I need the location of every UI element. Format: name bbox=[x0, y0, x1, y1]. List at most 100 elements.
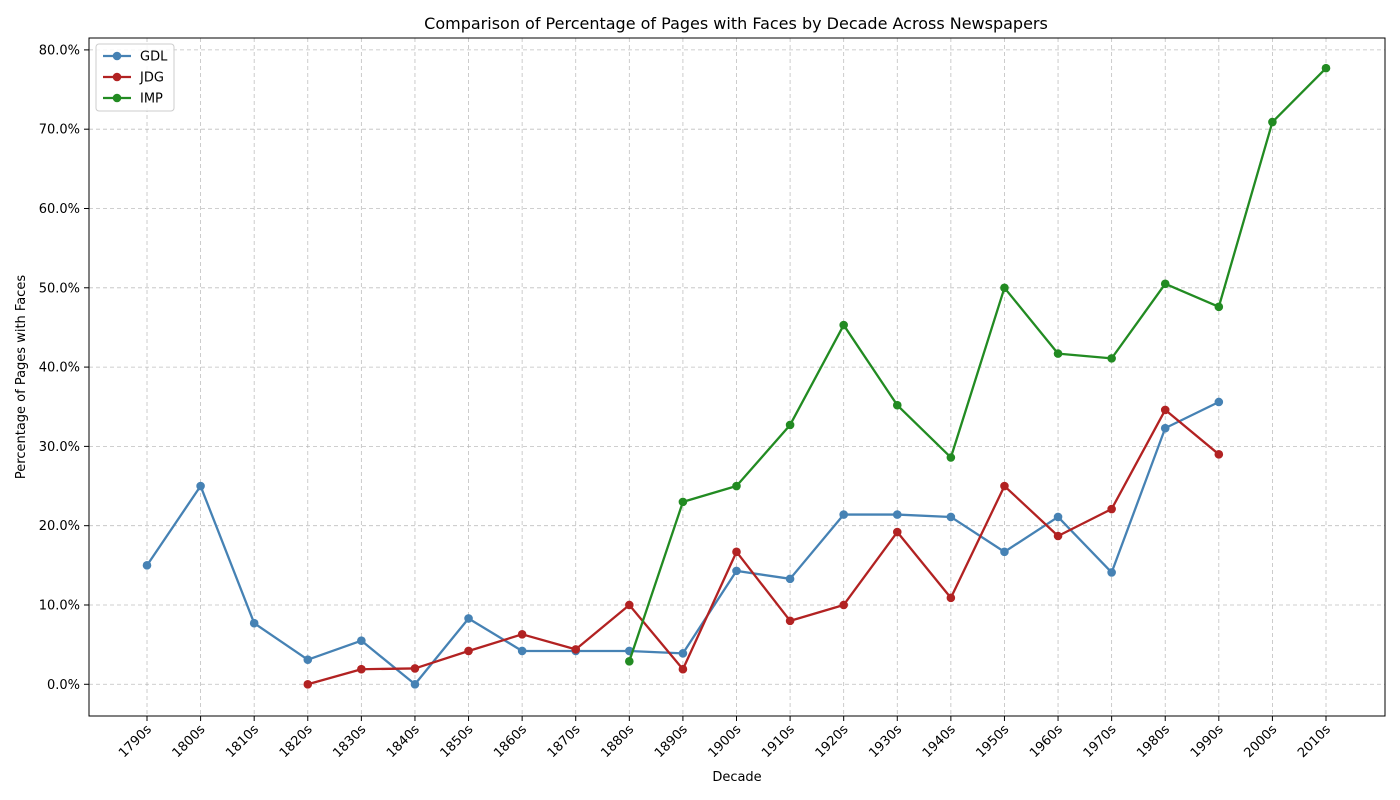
x-tick-label: 1800s bbox=[170, 722, 209, 761]
x-tick-label: 1960s bbox=[1027, 722, 1066, 761]
data-point-gdl bbox=[785, 574, 795, 584]
data-point-gdl bbox=[249, 618, 259, 628]
data-point-jdg bbox=[1214, 450, 1224, 459]
data-point-gdl bbox=[1107, 568, 1116, 577]
data-point-imp bbox=[625, 656, 634, 666]
data-point-gdl bbox=[303, 655, 313, 664]
data-point-gdl bbox=[517, 646, 527, 656]
data-point-gdl bbox=[892, 510, 902, 519]
data-point-imp bbox=[678, 497, 688, 507]
x-tick-label: 1830s bbox=[330, 722, 369, 761]
data-point-gdl bbox=[196, 481, 205, 491]
y-tick-label: 0.0% bbox=[47, 678, 80, 693]
data-point-gdl bbox=[839, 510, 848, 519]
series-lines bbox=[142, 63, 1331, 689]
legend: GDL JDG IMP bbox=[95, 43, 175, 112]
data-point-imp bbox=[946, 453, 956, 462]
y-tick-label: 30.0% bbox=[39, 440, 80, 455]
series-line-jdg bbox=[307, 408, 1220, 686]
y-tick-label: 80.0% bbox=[39, 43, 80, 58]
data-point-gdl bbox=[464, 614, 473, 623]
series-line-imp bbox=[628, 67, 1327, 662]
x-tick-label: 1930s bbox=[866, 722, 905, 761]
legend-marker bbox=[112, 93, 122, 103]
x-tick-label: 1810s bbox=[223, 722, 262, 761]
data-point-jdg bbox=[625, 600, 634, 610]
chart-title: Comparison of Percentage of Pages with F… bbox=[424, 14, 1048, 33]
data-point-gdl bbox=[732, 566, 741, 576]
data-point-imp bbox=[785, 420, 795, 430]
data-point-imp bbox=[1268, 117, 1277, 127]
data-point-gdl bbox=[946, 512, 956, 522]
x-tick-label: 1900s bbox=[706, 722, 745, 761]
x-axis-label: Decade bbox=[712, 770, 761, 785]
data-point-gdl bbox=[1000, 547, 1009, 557]
data-point-imp bbox=[1000, 283, 1009, 293]
data-point-jdg bbox=[357, 664, 366, 674]
data-point-gdl bbox=[1214, 397, 1224, 407]
series-imp bbox=[625, 63, 1331, 666]
data-point-jdg bbox=[303, 679, 313, 689]
x-tick-label: 1840s bbox=[384, 722, 423, 761]
data-point-gdl bbox=[678, 649, 688, 658]
y-tick-label: 50.0% bbox=[39, 281, 80, 296]
x-axis-ticks: 1790s 1800s 1810s 1820s 1830s 1840s 1850s 1860s… bbox=[116, 716, 1334, 761]
data-point-jdg bbox=[1000, 481, 1009, 491]
series-jdg bbox=[303, 405, 1224, 689]
data-point-gdl bbox=[142, 561, 152, 570]
grid bbox=[89, 38, 1385, 716]
data-point-gdl bbox=[1160, 423, 1170, 433]
x-tick-label: 1790s bbox=[116, 722, 155, 761]
legend-label: JDG bbox=[139, 71, 164, 86]
x-tick-label: 1910s bbox=[759, 722, 798, 761]
data-point-gdl bbox=[1053, 512, 1063, 522]
x-tick-label: 1970s bbox=[1081, 722, 1120, 761]
data-point-jdg bbox=[464, 646, 473, 656]
data-point-jdg bbox=[946, 593, 956, 603]
x-tick-label: 2000s bbox=[1241, 722, 1280, 761]
data-point-gdl bbox=[357, 636, 366, 645]
data-point-imp bbox=[1321, 63, 1331, 73]
data-point-imp bbox=[1053, 349, 1063, 358]
y-axis-label: Percentage of Pages with Faces bbox=[14, 275, 29, 479]
x-tick-label: 1920s bbox=[813, 722, 852, 761]
data-point-imp bbox=[732, 481, 741, 491]
legend-marker bbox=[112, 51, 122, 61]
data-point-jdg bbox=[785, 616, 795, 626]
data-point-jdg bbox=[1053, 531, 1063, 541]
y-tick-label: 40.0% bbox=[39, 361, 80, 376]
data-point-imp bbox=[1214, 302, 1224, 312]
x-tick-label: 1820s bbox=[277, 722, 316, 761]
x-tick-label: 1880s bbox=[598, 722, 637, 761]
data-point-jdg bbox=[1160, 405, 1170, 415]
x-tick-label: 1950s bbox=[973, 722, 1012, 761]
data-point-jdg bbox=[678, 664, 688, 674]
x-tick-label: 1870s bbox=[545, 722, 584, 761]
data-point-jdg bbox=[839, 600, 848, 610]
x-tick-label: 1940s bbox=[920, 722, 959, 761]
data-point-jdg bbox=[732, 547, 741, 557]
x-tick-label: 2010s bbox=[1295, 722, 1334, 761]
y-tick-label: 70.0% bbox=[39, 123, 80, 138]
data-point-jdg bbox=[892, 527, 902, 537]
legend-label: GDL bbox=[140, 50, 168, 65]
x-tick-label: 1980s bbox=[1134, 722, 1173, 761]
data-point-imp bbox=[839, 320, 848, 330]
y-axis-ticks: 0.0% 10.0% 20.0% 30.0% 40.0% 50.0% 60.0% 70.0% 8… bbox=[39, 43, 89, 693]
x-tick-label: 1890s bbox=[652, 722, 691, 761]
data-point-jdg bbox=[1107, 504, 1116, 514]
legend-marker bbox=[112, 72, 122, 82]
x-tick-label: 1860s bbox=[491, 722, 530, 761]
data-point-jdg bbox=[571, 645, 581, 654]
x-tick-label: 1990s bbox=[1188, 722, 1227, 761]
data-point-imp bbox=[1107, 354, 1116, 363]
plot-frame bbox=[88, 37, 1386, 717]
data-point-jdg bbox=[517, 630, 527, 639]
data-point-gdl bbox=[410, 679, 420, 689]
data-point-imp bbox=[892, 400, 902, 410]
legend-label: IMP bbox=[140, 92, 163, 107]
data-point-imp bbox=[1160, 279, 1170, 289]
y-tick-label: 20.0% bbox=[39, 519, 80, 534]
data-point-jdg bbox=[410, 664, 420, 673]
